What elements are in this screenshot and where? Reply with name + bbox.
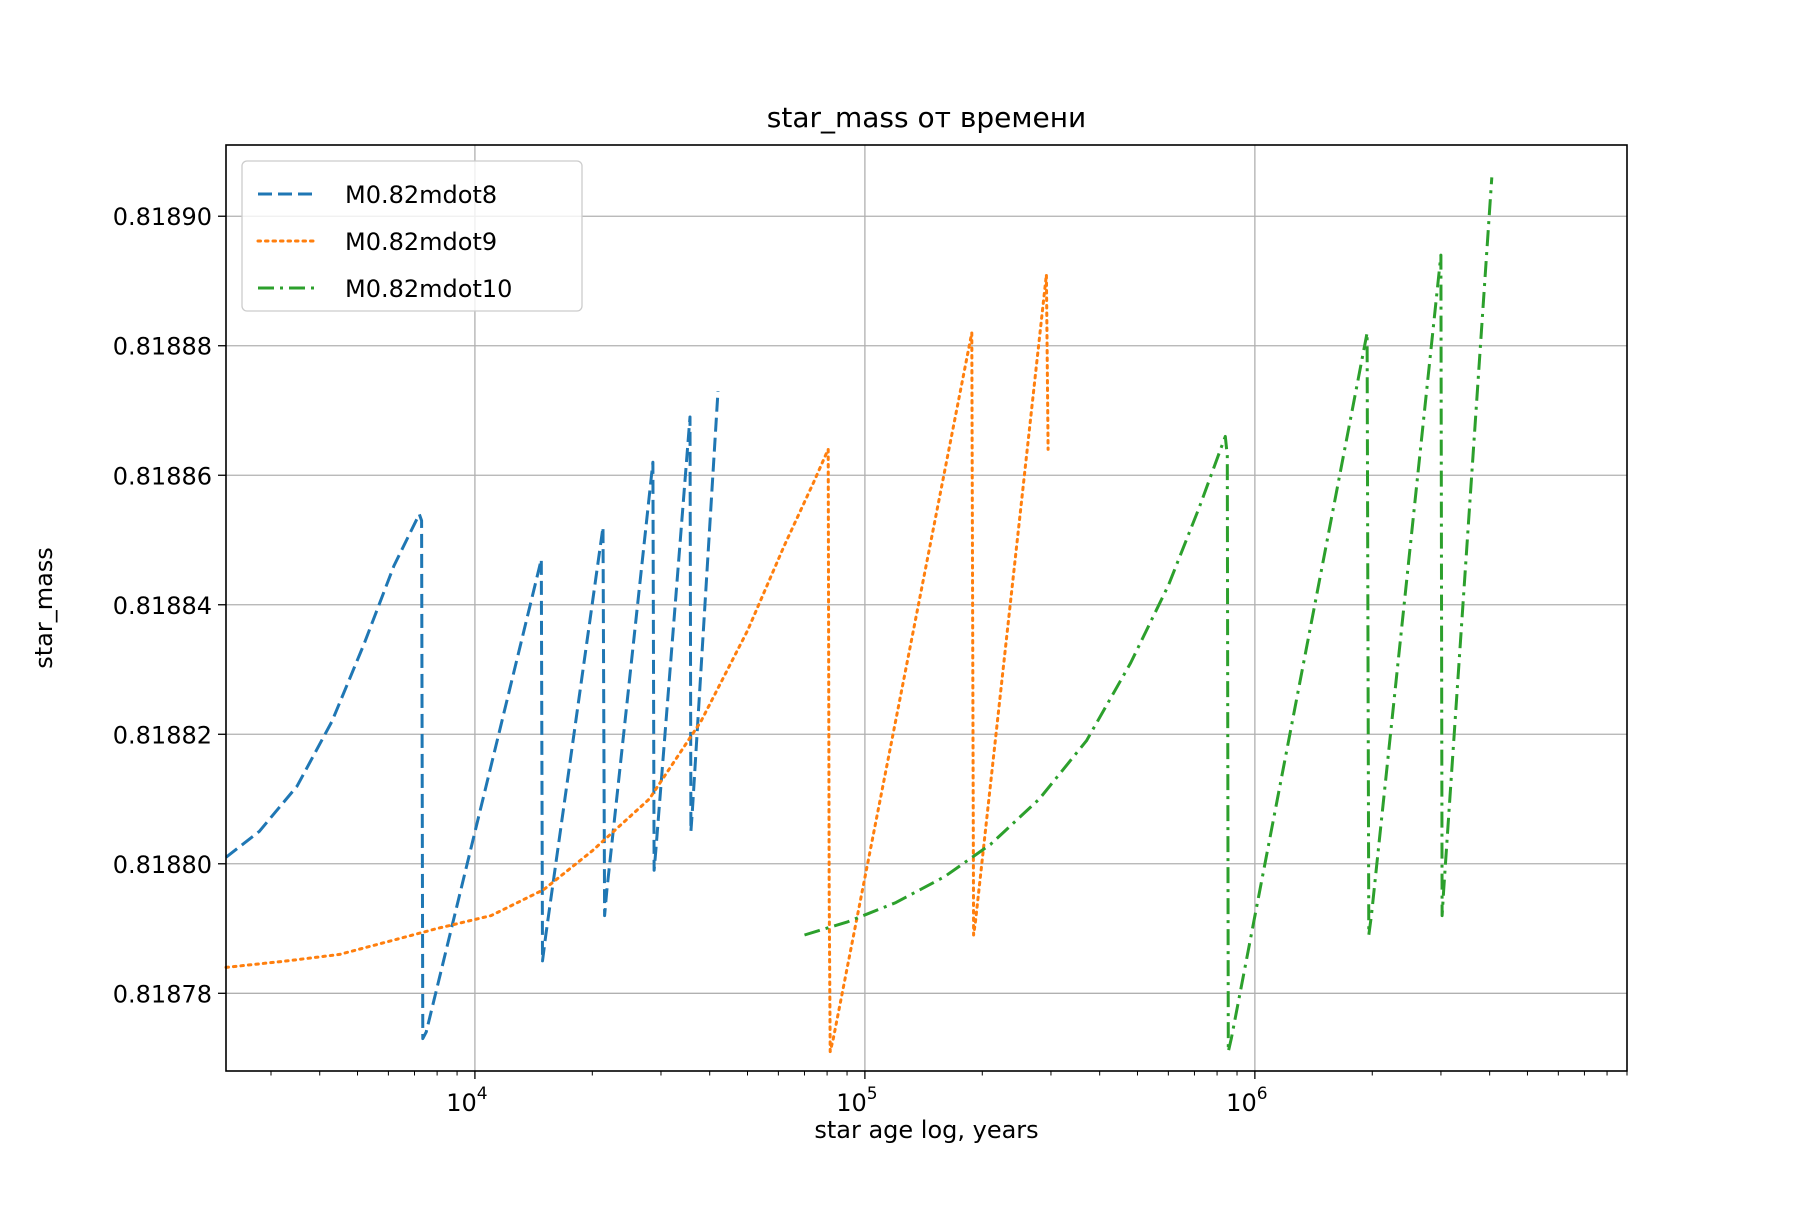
plot-area-frame <box>225 144 1628 1072</box>
x-tick-label: 104 <box>446 1084 487 1117</box>
x-axis-label: star age log, years <box>814 1116 1038 1144</box>
legend-label: M0.82mdot8 <box>345 181 497 209</box>
legend-box <box>241 160 583 312</box>
series-line-M0.82mdot10 <box>804 177 1494 1054</box>
x-tick-label: 105 <box>836 1084 877 1117</box>
axis-ticks: 0.81878 0.81880 0.81882 0.81884 0.81886 0.818… <box>113 203 1628 1117</box>
legend-label: M0.82mdot10 <box>345 275 512 303</box>
legend: M0.82mdot8 M0.82mdot9 M0.82mdot10 <box>241 160 583 312</box>
series-lines <box>224 177 1494 1054</box>
series-line-M0.82mdot8 <box>225 391 720 1041</box>
x-tick-label: 106 <box>1226 1084 1267 1117</box>
legend-label: M0.82mdot9 <box>345 228 497 256</box>
y-tick-label: 0.81878 <box>113 980 212 1008</box>
y-tick-label: 0.81888 <box>113 333 212 361</box>
y-tick-label: 0.81882 <box>113 721 212 749</box>
y-tick-label: 0.81886 <box>113 462 212 490</box>
y-tick-label: 0.81880 <box>113 851 212 879</box>
y-tick-label: 0.81884 <box>113 592 212 620</box>
series-line-M0.82mdot9 <box>224 273 1050 1054</box>
y-axis-label: star_mass <box>30 547 58 669</box>
y-tick-label: 0.81890 <box>113 203 212 231</box>
chart-title: star_mass от времени <box>767 101 1086 134</box>
